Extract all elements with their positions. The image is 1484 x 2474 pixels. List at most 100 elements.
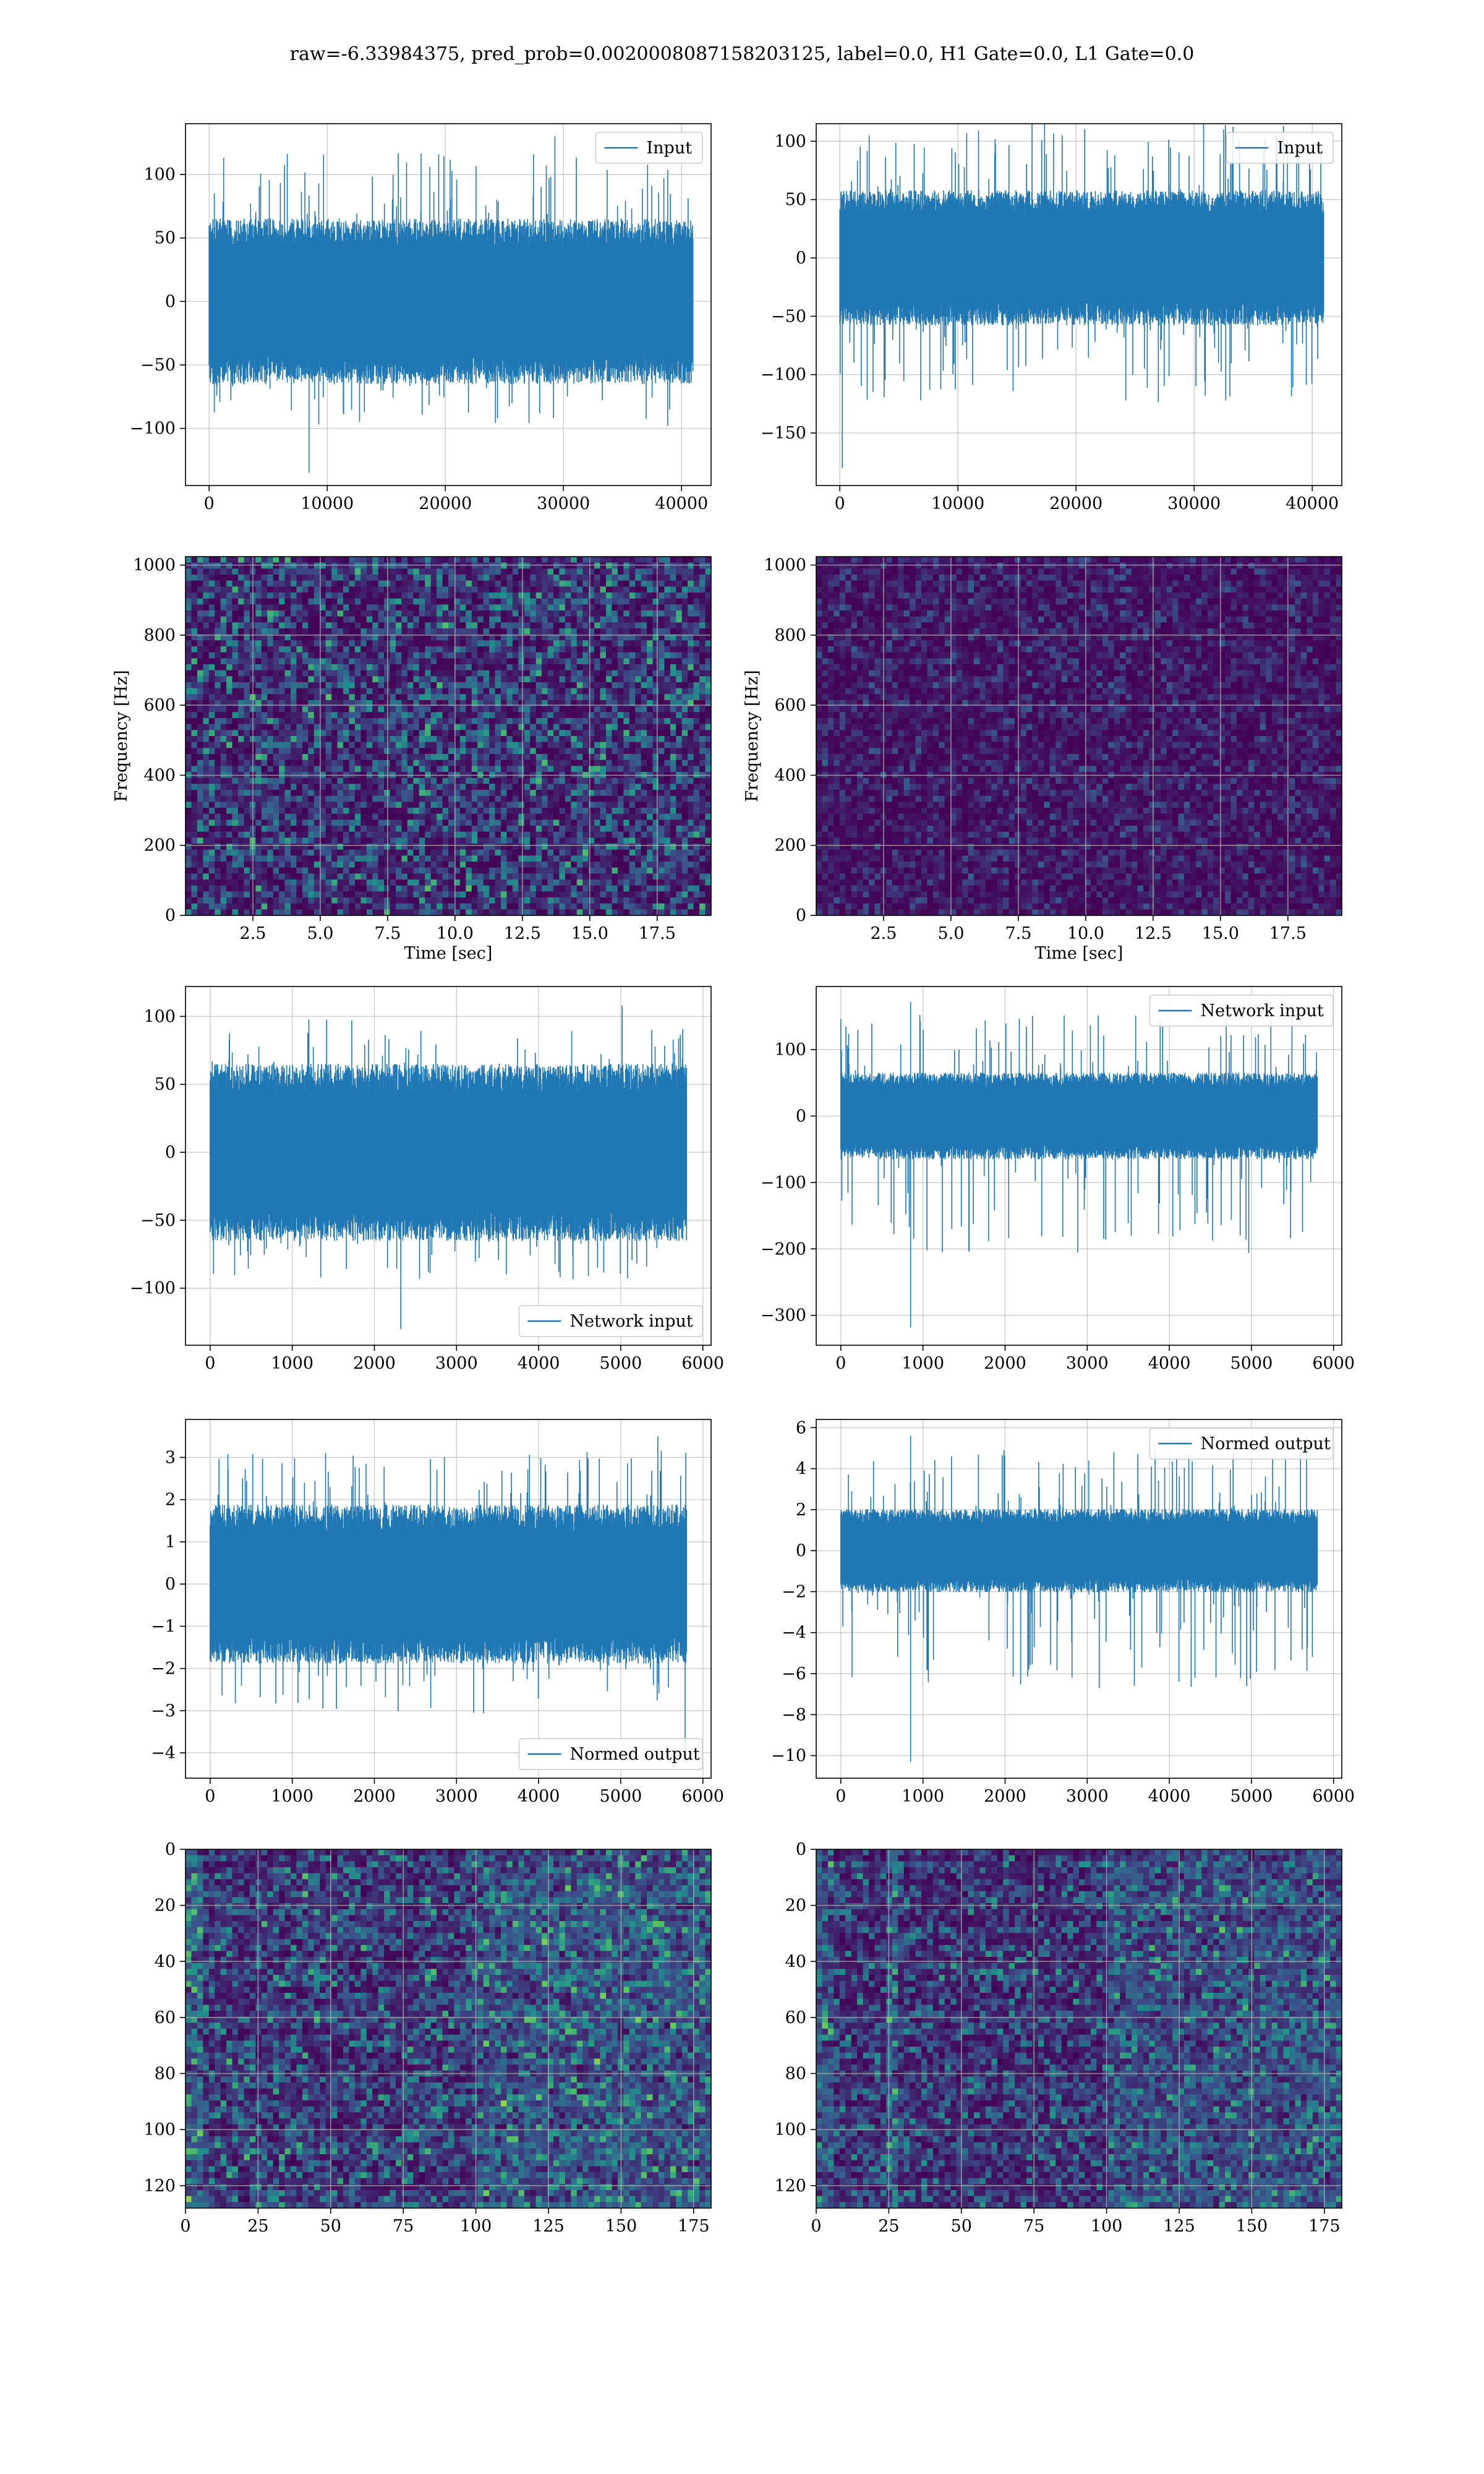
- y-tick-label: 100: [774, 2120, 806, 2139]
- heatmap-image: [186, 557, 711, 915]
- x-tick-label: 5000: [600, 1354, 642, 1373]
- x-tick-label: 2000: [984, 1354, 1026, 1373]
- y-tick-label: 50: [155, 229, 176, 248]
- y-tick-label: −50: [771, 307, 806, 326]
- x-tick-label: 3000: [435, 1354, 478, 1373]
- x-tick-label: 17.5: [1269, 924, 1307, 943]
- x-tick-label: 20000: [1049, 494, 1102, 513]
- x-tick-label: 125: [1163, 2217, 1195, 2236]
- y-tick-label: 50: [155, 1075, 176, 1094]
- y-axis-label: Frequency [Hz]: [743, 670, 762, 802]
- x-tick-label: 3000: [435, 1787, 478, 1806]
- x-tick-label: 20000: [419, 494, 472, 513]
- y-tick-label: 3: [165, 1448, 176, 1467]
- x-tick-label: 2.5: [239, 924, 266, 943]
- x-tick-label: 100: [1091, 2217, 1123, 2236]
- x-tick-label: 15.0: [571, 924, 608, 943]
- y-tick-label: −200: [761, 1239, 806, 1259]
- x-tick-label: 3000: [1066, 1354, 1109, 1373]
- legend-box: [518, 1738, 703, 1770]
- legend-box: [1149, 995, 1334, 1027]
- x-tick-label: 175: [678, 2217, 710, 2236]
- x-tick-label: 5.0: [307, 924, 333, 943]
- axes-frame: [185, 1419, 712, 1779]
- axes-frame: [185, 123, 712, 486]
- x-axis-label: Time [sec]: [404, 944, 493, 963]
- y-tick-label: 60: [785, 2008, 806, 2027]
- y-tick-label: 80: [155, 2065, 176, 2084]
- series-band: [209, 247, 693, 356]
- y-tick-label: −8: [782, 1705, 806, 1724]
- series-band: [210, 1094, 687, 1210]
- axes-frame: [816, 986, 1342, 1346]
- x-tick-label: 2000: [353, 1354, 396, 1373]
- x-tick-label: 0: [205, 1354, 215, 1373]
- x-tick-label: 1000: [271, 1787, 313, 1806]
- axes-frame: [816, 556, 1342, 916]
- plot-p2: 0 10000 20000 30000 40000 −150 −100 −50 0 50 100 In…: [761, 123, 1342, 513]
- y-tick-label: 100: [774, 132, 806, 151]
- y-tick-label: 400: [774, 766, 806, 785]
- x-tick-label: 2000: [353, 1787, 396, 1806]
- y-tick-label: 2: [165, 1491, 176, 1510]
- legend-box: [1149, 1427, 1334, 1460]
- legend-label: Normed output: [570, 1745, 700, 1764]
- plot-p4: 2.5 5.0 7.5 10.0 12.5 15.0 17.5 0 200 400 600 800 10…: [743, 556, 1342, 963]
- y-tick-label: 1000: [764, 556, 806, 575]
- axes-frame: [185, 986, 712, 1346]
- plot-p7: 0 1000 2000 3000 4000 5000 6000 −4 −3 −2 −1 0 1 2 3 Nor…: [151, 1419, 724, 1806]
- y-tick-label: 600: [143, 696, 176, 715]
- plot-p10: 0 25 50 75 100 125 150 175 0 20 40 60 80 100 120: [774, 1840, 1342, 2236]
- x-tick-label: 10.0: [437, 924, 474, 943]
- plot-p1: 0 10000 20000 30000 40000 −100 −50 0 50 100 Input: [130, 123, 712, 513]
- x-tick-label: 6000: [1312, 1787, 1355, 1806]
- y-tick-label: 0: [165, 1575, 176, 1594]
- y-tick-label: 0: [796, 249, 806, 268]
- x-tick-label: 1000: [902, 1354, 944, 1373]
- x-tick-label: 2000: [984, 1787, 1026, 1806]
- x-tick-label: 0: [811, 2217, 821, 2236]
- x-tick-label: 7.5: [374, 924, 401, 943]
- y-tick-label: −100: [130, 419, 176, 439]
- x-tick-label: 6000: [681, 1354, 724, 1373]
- y-tick-label: 40: [785, 1952, 806, 1971]
- x-tick-label: 1000: [271, 1354, 313, 1373]
- y-tick-label: −2: [151, 1659, 176, 1679]
- y-tick-label: −2: [782, 1582, 806, 1601]
- x-tick-label: 150: [605, 2217, 638, 2236]
- series-band: [840, 213, 1324, 302]
- y-tick-label: 6: [796, 1418, 806, 1437]
- y-tick-label: 0: [165, 906, 176, 925]
- x-tick-label: 30000: [1167, 494, 1221, 513]
- y-tick-label: 120: [143, 2177, 176, 2196]
- y-tick-label: 0: [165, 292, 176, 311]
- y-tick-label: 600: [774, 696, 806, 715]
- series-line: [840, 1001, 1318, 1327]
- axes-frame: [185, 556, 712, 916]
- x-tick-label: 5000: [600, 1787, 642, 1806]
- legend-label: Network input: [1201, 1001, 1324, 1021]
- y-tick-label: −4: [151, 1744, 176, 1763]
- legend-box: [595, 132, 703, 164]
- y-tick-label: 40: [155, 1952, 176, 1971]
- x-tick-label: 10000: [931, 494, 984, 513]
- y-tick-label: −100: [761, 366, 806, 385]
- y-tick-label: −150: [761, 424, 806, 443]
- axes-frame: [185, 1849, 712, 2209]
- heatmap-image: [816, 557, 1342, 915]
- legend-label: Normed output: [1201, 1434, 1331, 1453]
- y-tick-label: 800: [774, 626, 806, 645]
- x-tick-label: 0: [180, 2217, 190, 2236]
- x-tick-label: 7.5: [1005, 924, 1031, 943]
- x-tick-label: 75: [1023, 2217, 1044, 2236]
- plot-p3: 2.5 5.0 7.5 10.0 12.5 15.0 17.5 0 200 400 600 800 10…: [112, 556, 712, 963]
- legend-box: [518, 1305, 703, 1337]
- y-tick-label: −50: [140, 356, 176, 375]
- y-tick-label: 4: [796, 1460, 806, 1479]
- x-tick-label: 100: [460, 2217, 492, 2236]
- x-tick-label: 10000: [301, 494, 354, 513]
- y-tick-label: 60: [155, 2008, 176, 2027]
- x-tick-label: 5.0: [937, 924, 964, 943]
- x-tick-label: 50: [951, 2217, 972, 2236]
